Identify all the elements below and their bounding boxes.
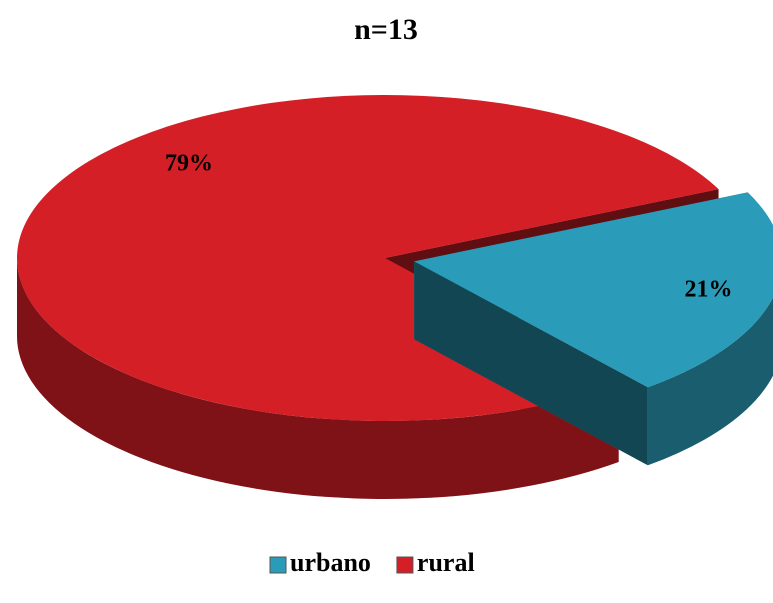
pie-slice [414, 192, 773, 388]
legend-swatch [269, 556, 287, 574]
slice [414, 192, 773, 466]
chart-title: n=13 [354, 13, 418, 46]
legend-label: urbano [290, 548, 371, 577]
slice-side [647, 297, 773, 466]
legend-label: rural [417, 548, 475, 577]
data-label: 79% [165, 151, 213, 177]
slice-wall-shade [414, 261, 648, 466]
legend-swatch [396, 556, 414, 574]
slice-side-shade [647, 297, 773, 466]
data-label: 21% [685, 276, 733, 302]
slice-side-shade [17, 258, 619, 499]
slice-side [17, 258, 619, 499]
pie-slice [16, 94, 719, 421]
